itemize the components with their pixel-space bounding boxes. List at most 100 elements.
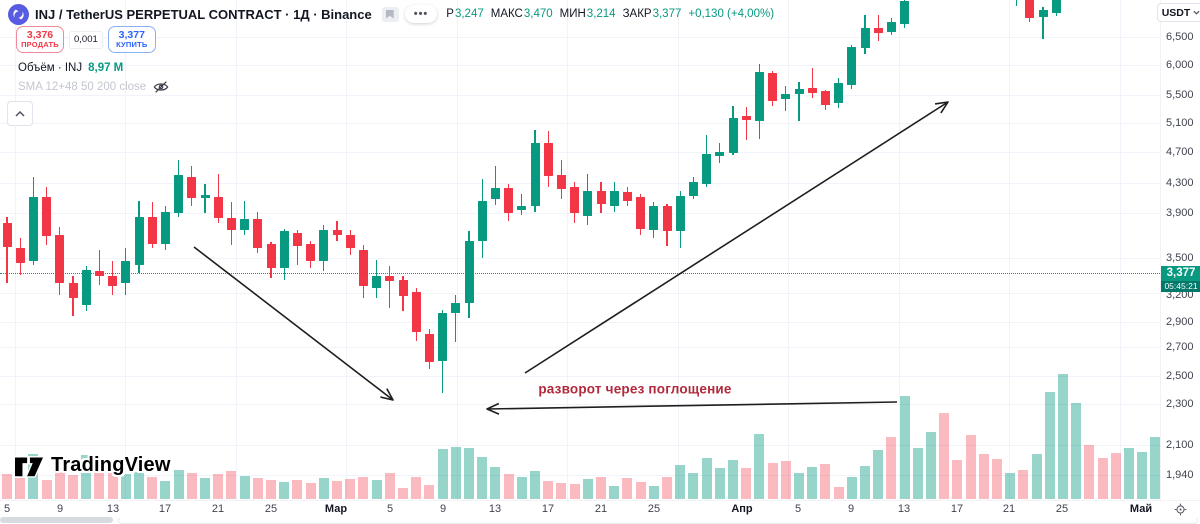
candle-body xyxy=(332,230,342,236)
candle-body xyxy=(820,90,830,105)
candle-body xyxy=(266,244,276,269)
price-axis-label: 2,300 xyxy=(1166,398,1194,410)
candle-body xyxy=(768,72,778,101)
bar-close-countdown: 05:45:21 xyxy=(1161,281,1200,292)
candle-wick xyxy=(296,230,299,266)
candle-body xyxy=(715,151,725,157)
sma-indicator-row[interactable]: SMA 12+48 50 200 close xyxy=(18,80,169,94)
price-axis-label: 1,940 xyxy=(1166,469,1194,481)
ohlc-change-value: +0,130 (+4,00%) xyxy=(688,8,775,20)
volume-bar xyxy=(54,472,65,499)
gear-icon[interactable] xyxy=(1174,503,1187,516)
tradingview-logo[interactable]: TradingView xyxy=(14,451,171,479)
volume-bar xyxy=(94,468,105,499)
time-axis-label: 9 xyxy=(847,503,855,515)
candle-body xyxy=(174,174,184,214)
market-flag-icon[interactable] xyxy=(381,6,399,22)
time-axis-label: 9 xyxy=(56,503,64,515)
volume-bar xyxy=(1005,473,1016,499)
volume-bar xyxy=(81,455,92,499)
currency-selector[interactable]: USDT xyxy=(1157,3,1200,22)
volume-bar xyxy=(437,449,448,499)
candle-body xyxy=(187,176,197,198)
volume-bar xyxy=(1137,452,1148,499)
volume-bar xyxy=(1071,403,1082,499)
volume-bar xyxy=(1150,437,1160,499)
candle-body xyxy=(556,174,566,189)
time-axis-label: 13 xyxy=(897,503,911,515)
candle-body xyxy=(15,248,25,264)
candle-body xyxy=(279,231,289,269)
candle-body xyxy=(702,153,712,184)
volume-legend-row[interactable]: Объём · INJ 8,97 M xyxy=(18,62,123,74)
volume-bar xyxy=(596,477,606,499)
candle-body xyxy=(358,250,368,287)
scrollbar-thumb[interactable] xyxy=(0,516,113,523)
volume-bar xyxy=(318,478,329,499)
symbol-title[interactable]: INJ / TetherUS PERPETUAL CONTRACT · 1Д ·… xyxy=(35,6,372,22)
gridline-h xyxy=(0,293,1160,294)
candle-wick xyxy=(1042,6,1044,40)
volume-bar xyxy=(160,481,171,499)
volume-bar xyxy=(68,475,78,499)
sell-button[interactable]: 3,376 ПРОДАТЬ xyxy=(16,26,64,53)
gridline-v xyxy=(1009,0,1010,500)
volume-bar xyxy=(714,468,725,499)
volume-bar xyxy=(477,457,488,499)
gridline-h xyxy=(0,376,1160,377)
volume-bar xyxy=(833,487,844,499)
sma-indicator-label: SMA 12+48 50 200 close xyxy=(18,81,147,93)
more-options-button[interactable]: ••• xyxy=(404,5,438,23)
price-axis-label: 4,300 xyxy=(1166,177,1194,189)
candle-body xyxy=(636,196,646,229)
currency-label: USDT xyxy=(1161,6,1191,19)
time-axis-label: 21 xyxy=(594,503,608,515)
time-axis[interactable]: 5 9 13 17 21 25 Мар 5 9 13 17 21 25 Апр 5 9 13 17 21 25 Май xyxy=(0,500,1160,518)
volume-bar xyxy=(609,486,620,499)
volume-bar xyxy=(1097,458,1108,499)
candle-body xyxy=(253,218,263,249)
candle-wick xyxy=(877,14,879,42)
buy-button[interactable]: 3,377 КУПИТЬ xyxy=(107,26,156,53)
ohlc-low-value: 3,214 xyxy=(586,8,616,20)
annotation-text[interactable]: разворот через поглощение xyxy=(538,381,732,397)
candle-body xyxy=(306,244,316,262)
gridline-v xyxy=(457,0,458,500)
volume-bar xyxy=(992,459,1002,499)
candle-body xyxy=(372,276,382,289)
price-axis-label: 2,500 xyxy=(1166,370,1194,382)
trade-widget: 3,376 ПРОДАТЬ 0,001 3,377 КУПИТЬ xyxy=(16,26,156,53)
volume-bar xyxy=(186,473,197,499)
volume-bar xyxy=(1058,374,1068,499)
volume-bar xyxy=(147,477,158,499)
candle-body xyxy=(662,206,672,232)
candle-body xyxy=(55,235,65,284)
visibility-off-icon[interactable] xyxy=(153,80,169,94)
tradingview-logo-text: TradingView xyxy=(51,453,171,476)
candle-wick xyxy=(6,216,8,284)
drawing-arrows[interactable] xyxy=(0,0,1160,500)
tradingview-logo-icon xyxy=(14,456,44,478)
time-axis-label: 21 xyxy=(211,503,225,515)
candle-wick xyxy=(455,295,457,342)
candle-body xyxy=(160,211,170,245)
time-axis-label: 17 xyxy=(950,503,964,515)
time-axis-label: 25 xyxy=(1055,503,1069,515)
chart-plot[interactable]: разворот через поглощение TradingView xyxy=(0,0,1160,500)
candle-body xyxy=(134,216,144,266)
price-axis[interactable]: USDT 6,500 6,000 5,500 5,100 4,700 4,300 3,900… xyxy=(1157,0,1200,500)
volume-bar xyxy=(1018,470,1029,499)
last-price-value: 3,377 xyxy=(1161,266,1200,281)
candle-body xyxy=(741,115,751,120)
current-price-line xyxy=(0,273,1160,274)
collapse-panel-button[interactable] xyxy=(7,101,33,126)
volume-bar xyxy=(41,480,52,499)
time-axis-label: 13 xyxy=(106,503,120,515)
candle-body xyxy=(28,196,38,262)
time-axis-label: 25 xyxy=(647,503,661,515)
ohlc-open-value: 3,247 xyxy=(454,8,484,20)
sell-price: 3,376 xyxy=(26,29,54,42)
time-axis-label: 13 xyxy=(488,503,502,515)
candle-body xyxy=(886,22,896,33)
candle-body xyxy=(781,93,791,99)
